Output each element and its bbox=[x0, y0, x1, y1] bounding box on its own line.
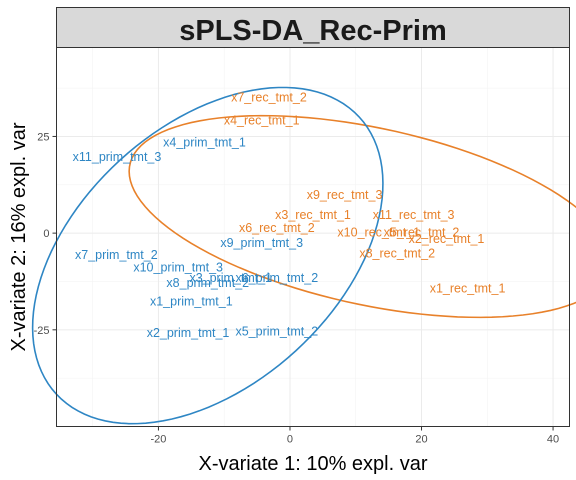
point-label: x8_prim_tmt_2 bbox=[166, 276, 249, 290]
y-tick-label: 0 bbox=[43, 228, 49, 240]
point-label: x7_rec_tmt_2 bbox=[231, 91, 307, 105]
point-label: x5_prim_tmt_2 bbox=[235, 324, 318, 338]
point-label: x3_rec_tmt_1 bbox=[275, 208, 351, 222]
rec-ellipse bbox=[128, 114, 576, 319]
axis-ticks: -20 0 20 40 -25 0 25 bbox=[34, 131, 560, 445]
point-label: x7_prim_tmt_2 bbox=[75, 248, 158, 262]
y-tick-label: 25 bbox=[37, 131, 49, 143]
grid-lines bbox=[56, 47, 570, 427]
point-label: x9_prim_tmt_3 bbox=[220, 236, 303, 250]
point-labels: x7_rec_tmt_2 x4_rec_tmt_1 x9_rec_tmt_3 x3_r… bbox=[73, 91, 506, 341]
point-label: x11_rec_tmt_3 bbox=[373, 208, 455, 222]
title-strip bbox=[56, 7, 570, 48]
point-label: x6_prim_tmt_2 bbox=[235, 271, 318, 285]
point-label: x2_prim_tmt_1 bbox=[147, 326, 230, 340]
x-axis-title: X-variate 1: 10% expl. var bbox=[199, 453, 428, 475]
point-label: x1_prim_tmt_1 bbox=[150, 295, 233, 309]
y-axis-title: X-variate 2: 16% expl. var bbox=[8, 122, 30, 351]
prim-ellipse bbox=[31, 86, 384, 425]
x-tick-label: 40 bbox=[547, 434, 559, 446]
point-label: x3_prim_tmt_1 bbox=[189, 271, 272, 285]
x-tick-label: -20 bbox=[150, 434, 166, 446]
point-label: x9_rec_tmt_3 bbox=[307, 188, 383, 202]
point-label: x6_rec_tmt_2 bbox=[239, 221, 315, 235]
point-label: x8_rec_tmt_2 bbox=[359, 247, 435, 261]
y-tick-label: -25 bbox=[34, 325, 50, 337]
point-label: x4_prim_tmt_1 bbox=[163, 135, 246, 149]
point-label: x11_prim_tmt_3 bbox=[73, 150, 162, 164]
chart-title: sPLS-DA_Rec-Prim bbox=[179, 15, 447, 47]
point-label: x10_prim_tmt_3 bbox=[133, 261, 223, 275]
point-label: x1_rec_tmt_1 bbox=[430, 282, 506, 296]
point-label: x2_rec_tmt_1 bbox=[409, 232, 485, 246]
point-label: x10_rec_tmt_1 bbox=[337, 225, 420, 239]
x-tick-label: 20 bbox=[415, 434, 427, 446]
plot-panel bbox=[56, 47, 570, 427]
point-label: x5_rec_tmt_2 bbox=[384, 225, 460, 239]
point-label: x4_rec_tmt_1 bbox=[224, 113, 300, 127]
x-tick-label: 0 bbox=[287, 434, 293, 446]
plot-border bbox=[56, 47, 570, 427]
confidence-ellipses bbox=[31, 86, 576, 425]
